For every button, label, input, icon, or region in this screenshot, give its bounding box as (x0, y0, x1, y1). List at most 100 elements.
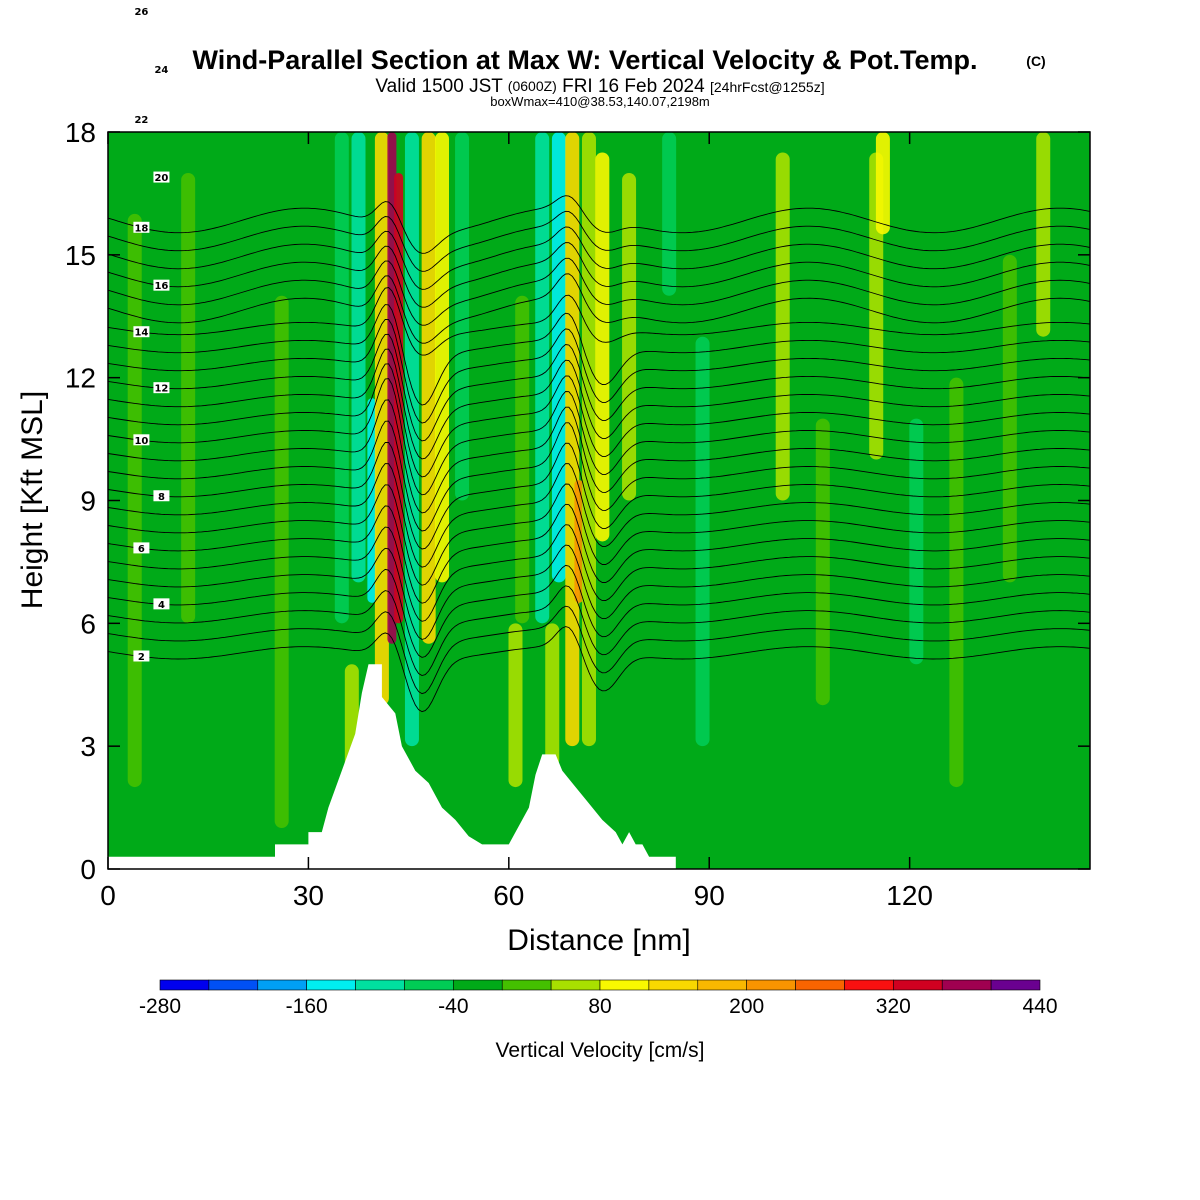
terrain-mask (108, 664, 1090, 869)
contour-label-3: 8 (158, 492, 165, 503)
theta-contour-line-16 (108, 319, 1090, 424)
x-tick-label-4: 120 (886, 880, 933, 911)
theta-contour-line-5 (108, 524, 1090, 622)
contour-label-11: 24 (154, 65, 168, 76)
w-column-12 (435, 132, 450, 583)
theta-contour-line-22 (108, 226, 1090, 290)
contour-label-box-1 (153, 598, 170, 610)
contour-label-box-9 (153, 171, 170, 183)
theta-contour-line-19 (108, 273, 1090, 344)
w-column-17 (545, 623, 560, 767)
colorbar-swatch-17 (990, 979, 1041, 991)
theta-contour-line-0 (108, 626, 1090, 713)
subtitle-date: FRI 16 Feb 2024 (562, 76, 705, 97)
x-tick-label-3: 90 (694, 880, 725, 911)
colorbar-swatch-2 (257, 979, 307, 991)
w-column-25 (695, 336, 710, 747)
contour-label-12: 26 (134, 7, 148, 18)
contour-label-0: 2 (138, 652, 145, 663)
colorbar-title: Vertical Velocity [cm/s] (496, 1039, 705, 1062)
y-axis: 0 3 6 9 12 15 18 (65, 117, 1090, 885)
x-tick-label-1: 30 (293, 880, 324, 911)
w-column-3 (334, 132, 349, 624)
colorbar-swatch-7 (501, 979, 552, 991)
w-column-1 (181, 172, 196, 624)
w-column-26 (775, 152, 790, 501)
y-tick-label-0: 0 (80, 854, 96, 885)
colorbar-tick-label-4: 200 (729, 995, 764, 1018)
contour-label-8: 18 (134, 223, 148, 234)
theta-contours (108, 195, 1090, 713)
theta-contour-line-14 (108, 348, 1090, 460)
colorbar: -280 -160 -40 80 200 320 440 (139, 979, 1058, 1018)
theta-contour-line-11 (108, 399, 1090, 514)
contour-label-box-12 (133, 5, 150, 17)
w-column-9 (394, 172, 404, 624)
w-column-29 (875, 132, 890, 235)
y-tick-label-6: 18 (65, 117, 96, 148)
contour-label-box-2 (133, 542, 150, 554)
w-column-30 (909, 418, 924, 665)
w-column-0 (127, 213, 142, 788)
contour-label-box-0 (133, 650, 150, 662)
colorbar-swatch-11 (697, 979, 747, 991)
title-copyright-mark: (C) (1026, 53, 1045, 69)
subtitle-forecast: [24hrFcst@1255z] (710, 79, 825, 95)
theta-contour-line-4 (108, 544, 1090, 640)
w-column-20 (574, 480, 584, 603)
contour-label-box-5 (153, 382, 170, 394)
colorbar-swatch-4 (355, 979, 405, 991)
x-tick-label-0: 0 (100, 880, 116, 911)
w-column-32 (1002, 254, 1017, 583)
y-tick-label-1: 3 (80, 731, 96, 762)
theta-contour-line-21 (108, 242, 1090, 308)
w-column-7 (374, 132, 389, 706)
theta-contour-line-2 (108, 585, 1090, 676)
vertical-velocity-field (127, 132, 1051, 829)
w-column-23 (622, 172, 637, 501)
colorbar-swatch-3 (306, 979, 356, 991)
theta-contour-line-1 (108, 605, 1090, 695)
theta-contour-line-10 (108, 420, 1090, 532)
w-column-2 (274, 295, 289, 829)
theta-contour-line-20 (108, 257, 1090, 326)
theta-contour-line-7 (108, 483, 1090, 586)
x-tick-label-2: 60 (493, 880, 524, 911)
w-column-31 (949, 377, 964, 788)
theta-contour-line-6 (108, 503, 1090, 604)
colorbar-swatch-9 (599, 979, 650, 991)
chart-title: Wind-Parallel Section at Max W: Vertical… (193, 45, 978, 75)
contour-label-1: 4 (158, 600, 165, 611)
theta-contour-line-24 (108, 195, 1090, 254)
w-column-5 (351, 132, 366, 583)
contour-label-4: 10 (134, 436, 148, 447)
w-column-19 (565, 132, 580, 747)
subtitle-valid-time: Valid 1500 JST (375, 76, 503, 97)
w-column-16 (535, 132, 550, 624)
w-column-15 (515, 295, 530, 624)
colorbar-swatch-6 (453, 979, 503, 991)
colorbar-swatch-5 (404, 979, 454, 991)
w-column-18 (551, 132, 566, 583)
colorbar-swatch-16 (941, 979, 992, 991)
colorbar-swatch-10 (648, 979, 699, 991)
y-axis-title: Height [Kft MSL] (16, 391, 49, 609)
theta-contour-line-9 (108, 441, 1090, 550)
y-tick-label-5: 15 (65, 240, 96, 271)
theta-contour-line-3 (108, 564, 1090, 658)
colorbar-tick-label-5: 320 (876, 995, 911, 1018)
contour-label-10: 22 (134, 115, 148, 126)
y-tick-label-2: 6 (80, 608, 96, 639)
contour-label-box-7 (153, 279, 170, 291)
colorbar-swatch-15 (893, 979, 943, 991)
theta-contour-line-23 (108, 210, 1090, 272)
colorbar-swatch-12 (746, 979, 796, 991)
contour-label-box-3 (153, 490, 170, 502)
w-column-21 (581, 132, 596, 747)
contour-label-7: 16 (154, 281, 168, 292)
contour-label-box-8 (133, 221, 150, 233)
colorbar-tick-label-6: 440 (1022, 995, 1057, 1018)
x-axis-title: Distance [nm] (507, 924, 690, 957)
